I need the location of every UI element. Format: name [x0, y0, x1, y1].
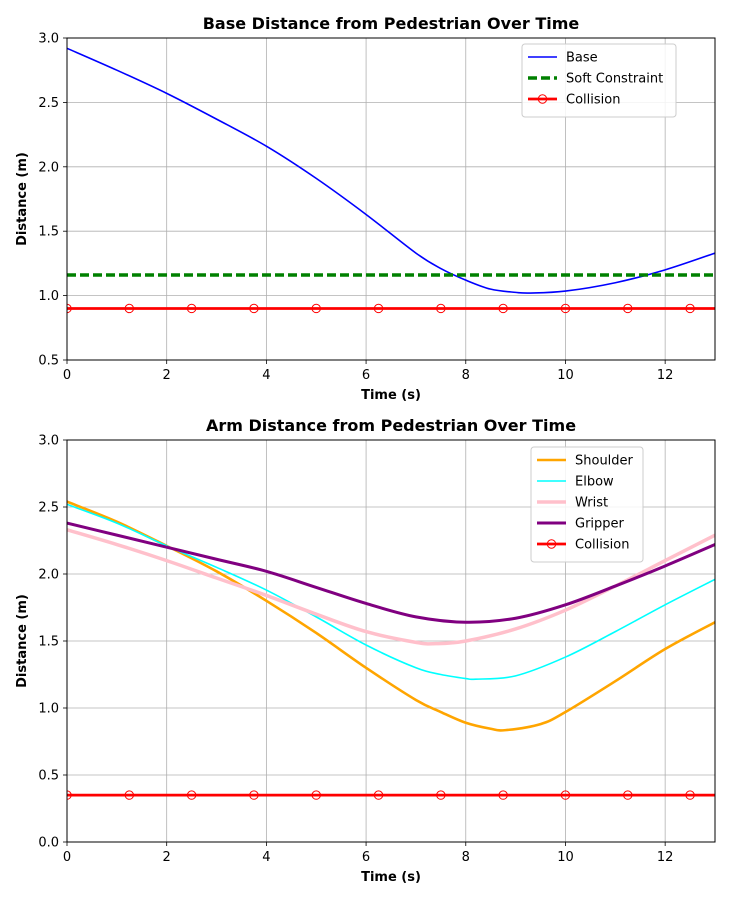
collision-marker [436, 790, 446, 800]
legend-box [521, 43, 677, 118]
legend-label-base: Base [566, 51, 598, 66]
x-tick-label: 4 [262, 368, 270, 383]
legend-label-shoulder: Shoulder [575, 454, 634, 469]
y-tick-label: 0.5 [38, 354, 59, 369]
collision-marker [498, 303, 508, 314]
y-axis-label: Distance (m) [15, 594, 30, 688]
legend-box [530, 446, 644, 563]
y-tick-label: 2.5 [38, 96, 59, 111]
y-tick-label: 3.0 [38, 32, 59, 47]
legend-label-gripper: Gripper [575, 517, 625, 532]
series-line-gripper [67, 521, 715, 624]
y-axis-label: Distance (m) [15, 152, 30, 246]
collision-marker [311, 303, 321, 314]
y-tick-label: 1.5 [38, 225, 59, 240]
collision-marker [373, 303, 384, 314]
collision-marker [498, 790, 508, 800]
y-tick-label: 2.0 [38, 160, 59, 175]
plot-area [67, 47, 715, 314]
x-tick-label: 12 [657, 368, 674, 383]
x-tick-label: 4 [262, 850, 270, 865]
x-tick-label: 8 [462, 368, 470, 383]
x-axis-label: Time (s) [361, 870, 421, 885]
x-tick-label: 0 [63, 368, 71, 383]
collision-marker [124, 790, 135, 800]
x-tick-label: 2 [163, 368, 171, 383]
collision-marker [623, 790, 633, 800]
collision-marker [311, 790, 321, 800]
series-line-shoulder [67, 500, 715, 732]
y-tick-label: 1.0 [38, 702, 59, 717]
collision-marker [249, 790, 259, 800]
y-tick-label: 2.5 [38, 501, 59, 516]
base-distance-panel: 0 2 4 6 8 10 12 0.5 1.0 1.5 2.0 2.5 3.0 Base Distance… [15, 14, 716, 403]
y-tick-label: 3.0 [38, 434, 59, 449]
collision-marker [685, 790, 695, 800]
collision-marker [560, 303, 571, 314]
axes-frame [66, 37, 716, 361]
legend: Base Soft Constraint Collision [521, 43, 677, 118]
x-tick-label: 6 [362, 850, 370, 865]
y-tick-label: 1.0 [38, 289, 59, 304]
collision-marker [124, 303, 135, 314]
collision-marker [186, 303, 197, 314]
x-tick-label: 0 [63, 850, 71, 865]
collision-marker [67, 303, 72, 314]
y-tick-label: 1.5 [38, 635, 59, 650]
x-tick-label: 2 [163, 850, 171, 865]
collision-marker [685, 303, 695, 314]
legend-marker [537, 94, 548, 104]
legend-label-elbow: Elbow [575, 475, 614, 490]
collision-marker [436, 303, 446, 314]
collision-marker [373, 790, 384, 800]
collision-marker [186, 790, 197, 800]
x-axis-label: Time (s) [361, 388, 421, 403]
arm-distance-panel: 0 2 4 6 8 10 12 0.0 0.5 1.0 1.5 2.0 2.5 3.0 Arm Distan… [15, 416, 716, 885]
legend: Shoulder Elbow Wrist Gripper Collision [530, 446, 644, 563]
collision-marker [560, 790, 571, 800]
series-line-base [67, 47, 715, 294]
plot-area [67, 500, 715, 800]
collision-marker [67, 790, 72, 800]
y-tick-label: 0.0 [38, 836, 59, 851]
x-tick-label: 10 [557, 368, 574, 383]
collision-marker [249, 303, 259, 314]
x-tick-label: 12 [657, 850, 674, 865]
collision-marker [623, 303, 633, 314]
legend-label-collision: Collision [566, 93, 620, 108]
y-tick-label: 2.0 [38, 568, 59, 583]
legend-marker [546, 539, 557, 549]
x-tick-label: 6 [362, 368, 370, 383]
legend-label-soft-constraint: Soft Constraint [566, 72, 663, 87]
chart-title: Arm Distance from Pedestrian Over Time [206, 416, 576, 435]
x-tick-label: 10 [557, 850, 574, 865]
legend-label-collision: Collision [575, 538, 629, 553]
legend-label-wrist: Wrist [575, 496, 608, 511]
x-tick-label: 8 [462, 850, 470, 865]
series-line-elbow [67, 503, 715, 681]
chart-title: Base Distance from Pedestrian Over Time [203, 14, 580, 33]
y-tick-label: 0.5 [38, 769, 59, 784]
